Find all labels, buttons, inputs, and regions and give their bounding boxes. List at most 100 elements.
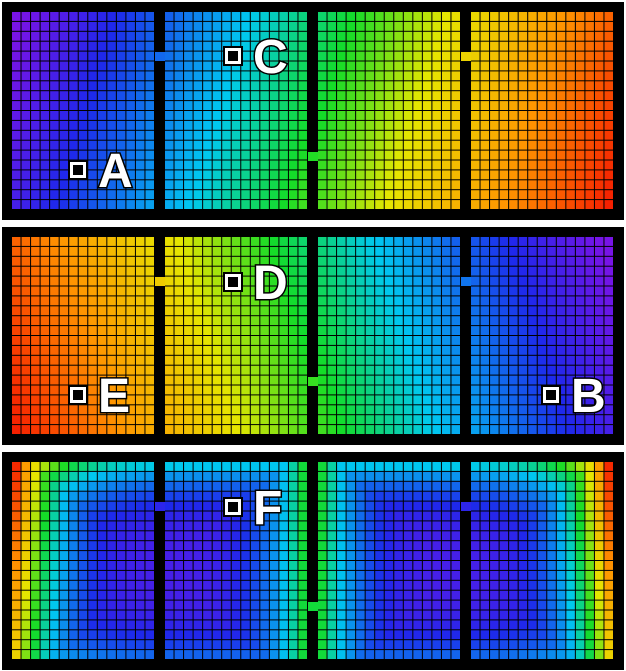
heatmap-cell (145, 130, 154, 140)
heatmap-cell (107, 590, 116, 600)
heatmap-cell (145, 405, 154, 415)
heatmap-cell (518, 590, 528, 600)
heatmap-cell (135, 620, 145, 630)
heatmap-cell (346, 471, 356, 481)
heatmap-cell (556, 650, 566, 659)
heatmap-cell (509, 491, 518, 501)
heatmap-cell (585, 620, 594, 630)
heatmap-cell (585, 650, 594, 659)
heatmap-cell (298, 41, 307, 51)
heatmap-cell (88, 170, 97, 180)
heatmap-cell (203, 511, 212, 521)
heatmap-cell (21, 462, 31, 471)
heatmap-cell (403, 21, 413, 31)
heatmap-cell (585, 91, 594, 101)
heatmap-cell (547, 12, 556, 21)
heatmap-cell (184, 111, 193, 120)
heatmap-cell (365, 640, 375, 650)
heatmap-cell (346, 481, 356, 491)
heatmap-cell (193, 41, 203, 51)
heatmap-cell (184, 286, 193, 296)
heatmap-cell (499, 385, 509, 395)
heatmap-cell (384, 531, 394, 541)
heatmap-cell (250, 130, 260, 140)
heatmap-cell (441, 200, 451, 209)
heatmap-cell (375, 541, 384, 551)
heatmap-cell (547, 610, 556, 620)
heatmap-cell (575, 246, 585, 256)
heatmap-cell (547, 531, 556, 541)
heatmap-cell (116, 61, 126, 71)
heatmap-cell (547, 246, 556, 256)
heatmap-cell (518, 541, 528, 551)
heatmap-cell (12, 600, 21, 610)
heatmap-cell (40, 180, 50, 190)
heatmap-cell (165, 355, 174, 365)
heatmap-cell (585, 190, 594, 200)
heatmap-cell (422, 570, 432, 580)
heatmap-cell (50, 160, 59, 170)
heatmap-cell (575, 462, 585, 471)
heatmap-cell (518, 385, 528, 395)
heatmap-cell (288, 190, 298, 200)
heatmap-cell (298, 551, 307, 560)
heatmap-cell (184, 246, 193, 256)
heatmap-cell (135, 511, 145, 521)
heatmap-cell (269, 200, 279, 209)
heatmap-row-3 (2, 452, 624, 670)
heatmap-cell (145, 41, 154, 51)
heatmap-cell (499, 140, 509, 150)
heatmap-cell (432, 276, 441, 286)
heatmap-cell (547, 650, 556, 659)
heatmap-cell (384, 580, 394, 590)
heatmap-cell (298, 31, 307, 41)
heatmap-cell (250, 405, 260, 415)
heatmap-cell (318, 375, 327, 385)
heatmap-cell (88, 256, 97, 266)
heatmap-cell (394, 336, 403, 345)
heatmap-cell (78, 91, 88, 101)
heatmap-cell (509, 61, 518, 71)
heatmap-cell (441, 180, 451, 190)
heatmap-cell (21, 71, 31, 81)
heatmap-cell (480, 570, 490, 580)
heatmap-cell (318, 365, 327, 375)
heatmap-cell (21, 511, 31, 521)
heatmap-cell (165, 296, 174, 306)
heatmap-cell (471, 650, 480, 659)
heatmap-cell (471, 375, 480, 385)
heatmap-cell (422, 41, 432, 51)
heatmap-cell (231, 266, 241, 276)
heatmap-cell (78, 415, 88, 425)
heatmap-cell (116, 316, 126, 326)
heatmap-cell (116, 395, 126, 405)
heatmap-cell (346, 491, 356, 501)
heatmap-cell (566, 130, 575, 140)
heatmap-cell (21, 120, 31, 130)
heatmap-cell (250, 71, 260, 81)
heatmap-cell (250, 365, 260, 375)
heatmap-cell (212, 345, 222, 355)
heatmap-cell (78, 61, 88, 71)
heatmap-cell (241, 385, 250, 395)
heatmap-cell (566, 531, 575, 541)
heatmap-cell (203, 462, 212, 471)
heatmap-cell (422, 170, 432, 180)
heatmap-cell (413, 160, 422, 170)
heatmap-cell (575, 541, 585, 551)
block-connector (308, 152, 318, 161)
heatmap-cell (480, 91, 490, 101)
heatmap-cell (212, 395, 222, 405)
heatmap-cell (575, 640, 585, 650)
heatmap-cell (97, 600, 107, 610)
heatmap-cell (78, 150, 88, 160)
heatmap-cell (78, 630, 88, 640)
heatmap-cell (318, 561, 327, 570)
heatmap-cell (50, 541, 59, 551)
heatmap-cell (269, 296, 279, 306)
heatmap-cell (604, 111, 613, 120)
heatmap-cell (21, 237, 31, 246)
heatmap-cell (107, 160, 116, 170)
heatmap-cell (337, 501, 346, 511)
heatmap-cell (490, 256, 499, 266)
